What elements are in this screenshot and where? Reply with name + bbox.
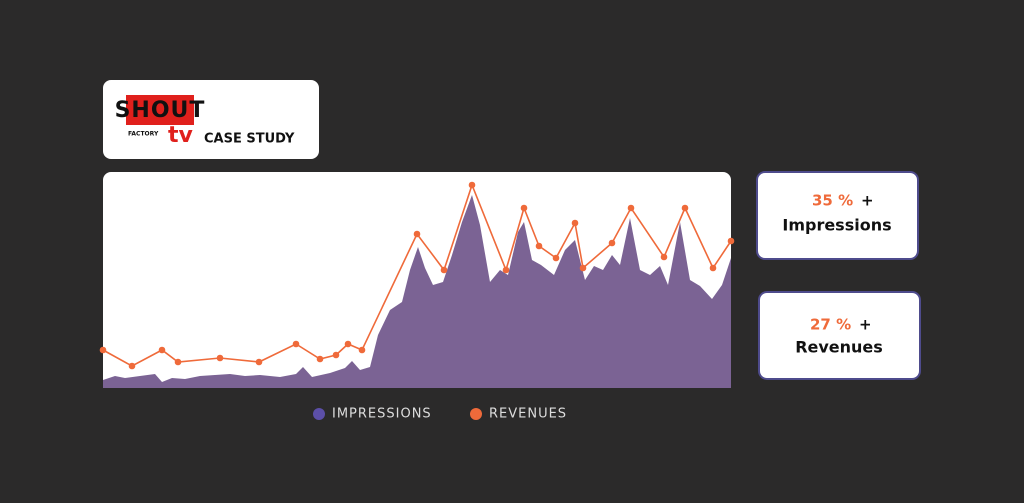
revenue-point bbox=[99, 346, 107, 354]
revenue-point bbox=[681, 204, 689, 212]
revenue-point bbox=[292, 340, 300, 348]
legend-label: IMPRESSIONS bbox=[332, 407, 432, 422]
stat-card bbox=[756, 171, 919, 260]
case-study: CASE STUDY bbox=[204, 132, 295, 147]
revenue-point bbox=[316, 355, 324, 363]
revenue-point bbox=[727, 237, 735, 245]
revenue-point bbox=[128, 362, 136, 370]
revenue-point bbox=[358, 346, 366, 354]
revenue-point bbox=[468, 181, 476, 189]
stat-value: 35 % bbox=[812, 192, 853, 210]
legend-swatch bbox=[470, 408, 482, 420]
impressions-area bbox=[103, 195, 731, 388]
stat-sign: + bbox=[861, 192, 874, 210]
revenue-point bbox=[255, 358, 263, 366]
stat-label: Revenues bbox=[795, 338, 883, 357]
legend-swatch bbox=[313, 408, 325, 420]
revenue-point bbox=[627, 204, 635, 212]
stat-card bbox=[758, 291, 921, 380]
logo-small: FACTORY bbox=[128, 131, 159, 138]
logo-text: SHOUT bbox=[115, 98, 206, 123]
stat-value: 27 % bbox=[810, 316, 851, 334]
revenue-point bbox=[174, 358, 182, 366]
logo-block bbox=[126, 95, 194, 125]
revenue-point bbox=[571, 219, 579, 227]
revenue-point bbox=[709, 264, 717, 272]
revenue-point bbox=[520, 204, 528, 212]
revenue-point bbox=[660, 253, 668, 261]
revenue-point bbox=[332, 351, 340, 359]
stat-sign: + bbox=[859, 316, 872, 334]
revenue-point bbox=[413, 230, 421, 238]
revenue-point bbox=[344, 340, 352, 348]
revenue-point bbox=[502, 266, 510, 274]
revenue-point bbox=[552, 254, 560, 262]
revenue-point bbox=[440, 266, 448, 274]
revenue-point bbox=[579, 264, 587, 272]
revenue-point bbox=[216, 354, 224, 362]
revenue-point bbox=[608, 239, 616, 247]
logo-tv: tv bbox=[168, 123, 194, 148]
revenue-point bbox=[535, 242, 543, 250]
revenue-point bbox=[158, 346, 166, 354]
stat-label: Impressions bbox=[782, 216, 891, 235]
revenues-line bbox=[102, 182, 732, 367]
legend-label: REVENUES bbox=[489, 407, 567, 422]
